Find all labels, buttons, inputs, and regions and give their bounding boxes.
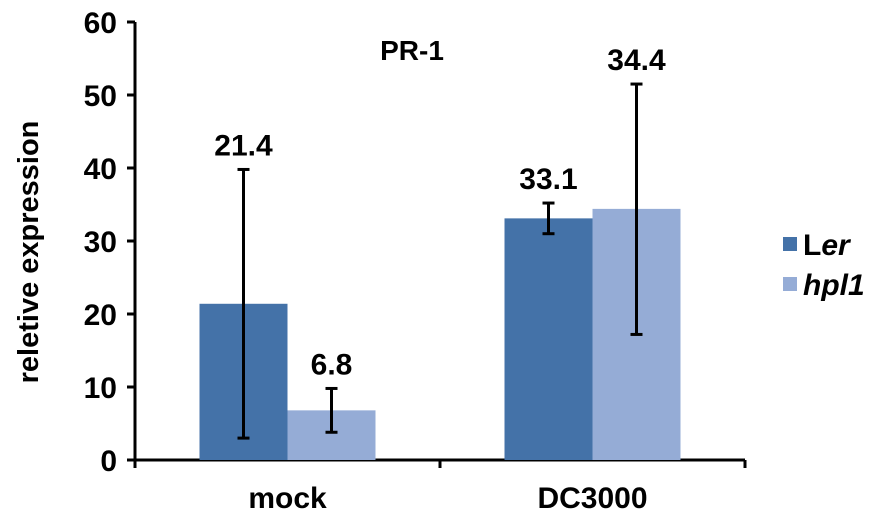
y-tick-label: 20 bbox=[84, 299, 117, 332]
y-tick-label: 10 bbox=[84, 372, 117, 405]
x-category-label: DC3000 bbox=[537, 482, 647, 515]
legend-swatch-ler bbox=[783, 237, 797, 251]
y-axis-label: reletive expression bbox=[13, 121, 45, 384]
legend-swatch-hpl1 bbox=[783, 277, 797, 291]
y-tick-label: 40 bbox=[84, 153, 117, 186]
legend-label-ler-part1: L bbox=[803, 229, 821, 262]
legend-label-ler-part2: er bbox=[821, 229, 852, 262]
y-ticks: 0 10 20 30 40 50 60 bbox=[84, 7, 135, 478]
bar bbox=[504, 218, 593, 460]
error-bars bbox=[237, 82, 643, 440]
y-tick-label: 0 bbox=[100, 445, 117, 478]
legend-label-hpl1: hpl1 bbox=[803, 269, 865, 302]
y-tick-label: 30 bbox=[84, 226, 117, 259]
data-label: 34.4 bbox=[607, 44, 666, 77]
data-label: 21.4 bbox=[214, 129, 273, 162]
data-labels: 21.4 6.8 33.1 34.4 bbox=[214, 44, 666, 381]
data-label: 6.8 bbox=[311, 348, 353, 381]
chart-title: PR-1 bbox=[380, 35, 444, 66]
legend-label-ler: Ler bbox=[803, 229, 852, 262]
y-tick-label: 60 bbox=[84, 7, 117, 40]
x-ticks: mock DC3000 bbox=[133, 460, 747, 515]
x-category-label: mock bbox=[248, 482, 327, 515]
data-label: 33.1 bbox=[519, 163, 577, 196]
y-tick-label: 50 bbox=[84, 80, 117, 113]
legend: Ler hpl1 bbox=[783, 229, 865, 302]
bars bbox=[199, 208, 681, 460]
